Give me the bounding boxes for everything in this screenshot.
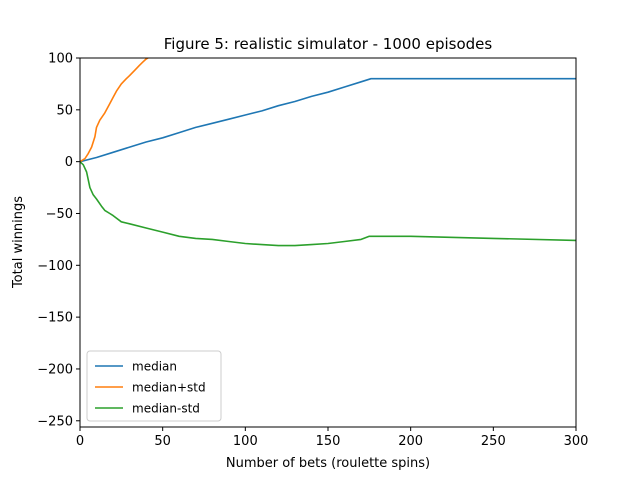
series-layer: [80, 58, 576, 247]
x-axis-label: Number of bets (roulette spins): [226, 456, 430, 471]
y-tick-label: 0: [65, 155, 73, 170]
y-tick-label: −100: [37, 259, 73, 274]
y-tick-label: −50: [46, 207, 73, 222]
x-tick-label: 300: [564, 434, 589, 449]
series-line-median: [80, 77, 576, 163]
x-tick-label: 0: [76, 434, 84, 449]
series-line-median-std: [80, 160, 576, 247]
x-tick-label: 50: [154, 434, 171, 449]
x-tick-label: 100: [233, 434, 258, 449]
chart-title: Figure 5: realistic simulator - 1000 epi…: [164, 35, 493, 53]
y-tick-label: −150: [37, 311, 73, 326]
x-axis: 0 50 100 150 200 250 300: [76, 427, 589, 449]
legend-entry-label: median-std: [132, 402, 200, 416]
x-tick-label: 250: [481, 434, 506, 449]
y-tick-label: 50: [56, 103, 73, 118]
x-tick-label: 150: [316, 434, 341, 449]
y-tick-label: 100: [48, 52, 73, 67]
y-tick-label: −200: [37, 362, 73, 377]
legend-entry-label: median+std: [132, 381, 206, 395]
y-axis: 100 50 0 −50 −100 −150 −200 −250: [37, 52, 80, 429]
x-tick-label: 200: [398, 434, 423, 449]
series-line-median-std: [80, 58, 149, 163]
legend-frame: [86, 350, 222, 422]
y-tick-label: −250: [37, 414, 73, 429]
legend-entry-label: median: [132, 360, 177, 374]
legend: median median+std median-std: [86, 350, 222, 422]
y-axis-label: Total winnings: [11, 196, 26, 289]
